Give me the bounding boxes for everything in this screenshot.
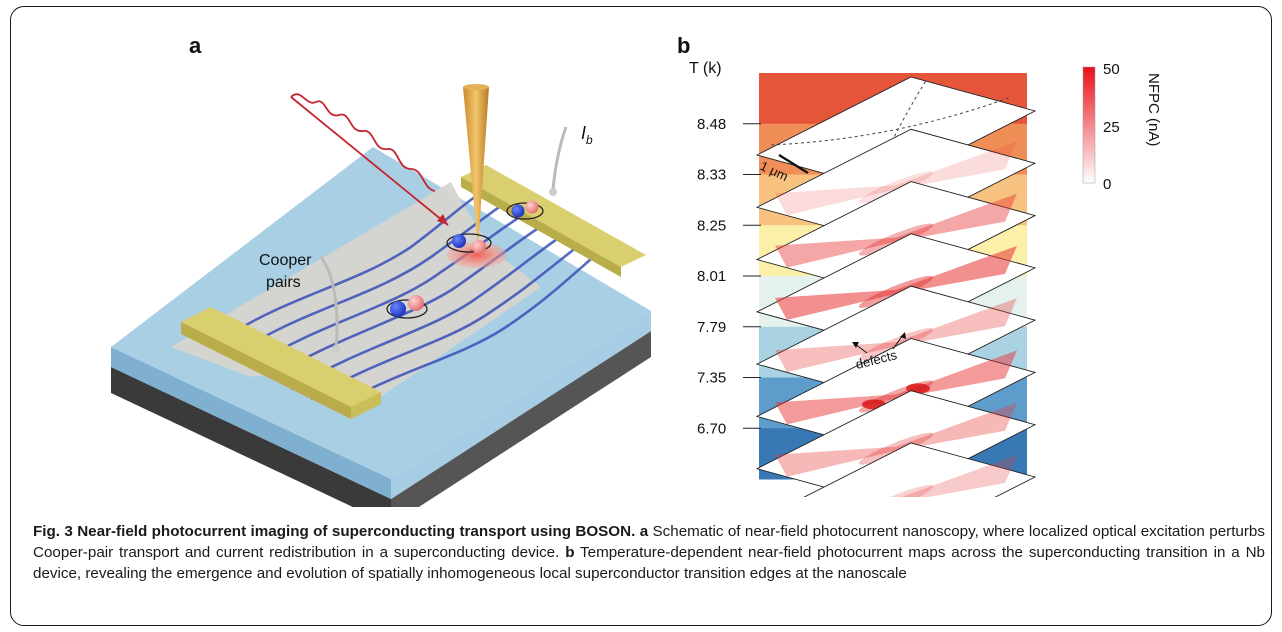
colorbar-tick-0: 0 [1103,176,1111,193]
panel-b-maps: 8.48 8.33 8.25 8.01 7.79 7.35 6.70 T (k) 50 25… [689,60,1162,497]
cooper-pair-3 [386,295,428,319]
temperature-label: 7.79 [697,319,726,336]
caption-a-text: Schematic of near-field photocurrent nan… [33,523,1265,561]
caption-title: Fig. 3 Near-field photocurrent imaging o… [33,523,636,540]
temperature-label: 8.01 [697,268,726,285]
substrate-bottom-layer [111,367,391,507]
scale-bar [778,153,809,175]
panel-b-letter: b [677,33,691,58]
electrode-right [461,165,646,267]
photocurrent-map-sheet [803,442,1037,497]
panel-a-schematic: Cooper pairs Ib [111,84,651,507]
caption-b-letter: b [565,544,575,561]
substrate-blue-layer [111,347,391,499]
temperature-axis-label: T (k) [689,60,722,77]
figure-frame: a [10,6,1272,626]
cooper-pair-2 [506,200,544,220]
cooper-pair-1 [446,233,492,254]
cooper-pairs-label-2: pairs [266,274,301,291]
colorbar [1082,66,1096,184]
excitation-spot [447,242,507,268]
temperature-label: 7.35 [697,370,726,387]
current-label: Ib [581,123,593,147]
panel-a-letter: a [189,33,202,58]
temperature-label: 8.33 [697,167,726,184]
temperature-label: 6.70 [697,420,726,437]
colorbar-label: NFPC (nA) [1145,73,1162,146]
temperature-labels: 8.48 8.33 8.25 8.01 7.79 7.35 6.70 [697,116,761,437]
photocurrent-map-stack [755,76,1037,497]
caption-b-text: Temperature-dependent near-field photocu… [33,544,1265,582]
cooper-pairs-label: Cooper [259,252,312,269]
probe-wire-left [319,256,339,348]
temperature-label: 8.25 [697,217,726,234]
near-field-tip [463,87,489,249]
temperature-label: 8.48 [697,116,726,133]
caption-a-letter: a [639,523,649,540]
figure-caption: Fig. 3 Near-field photocurrent imaging o… [33,521,1265,584]
laser-beam [290,93,436,192]
colorbar-tick-25: 25 [1103,119,1120,136]
electrode-left [181,307,381,407]
colorbar-tick-50: 50 [1103,61,1120,78]
probe-wire-right [551,126,568,191]
